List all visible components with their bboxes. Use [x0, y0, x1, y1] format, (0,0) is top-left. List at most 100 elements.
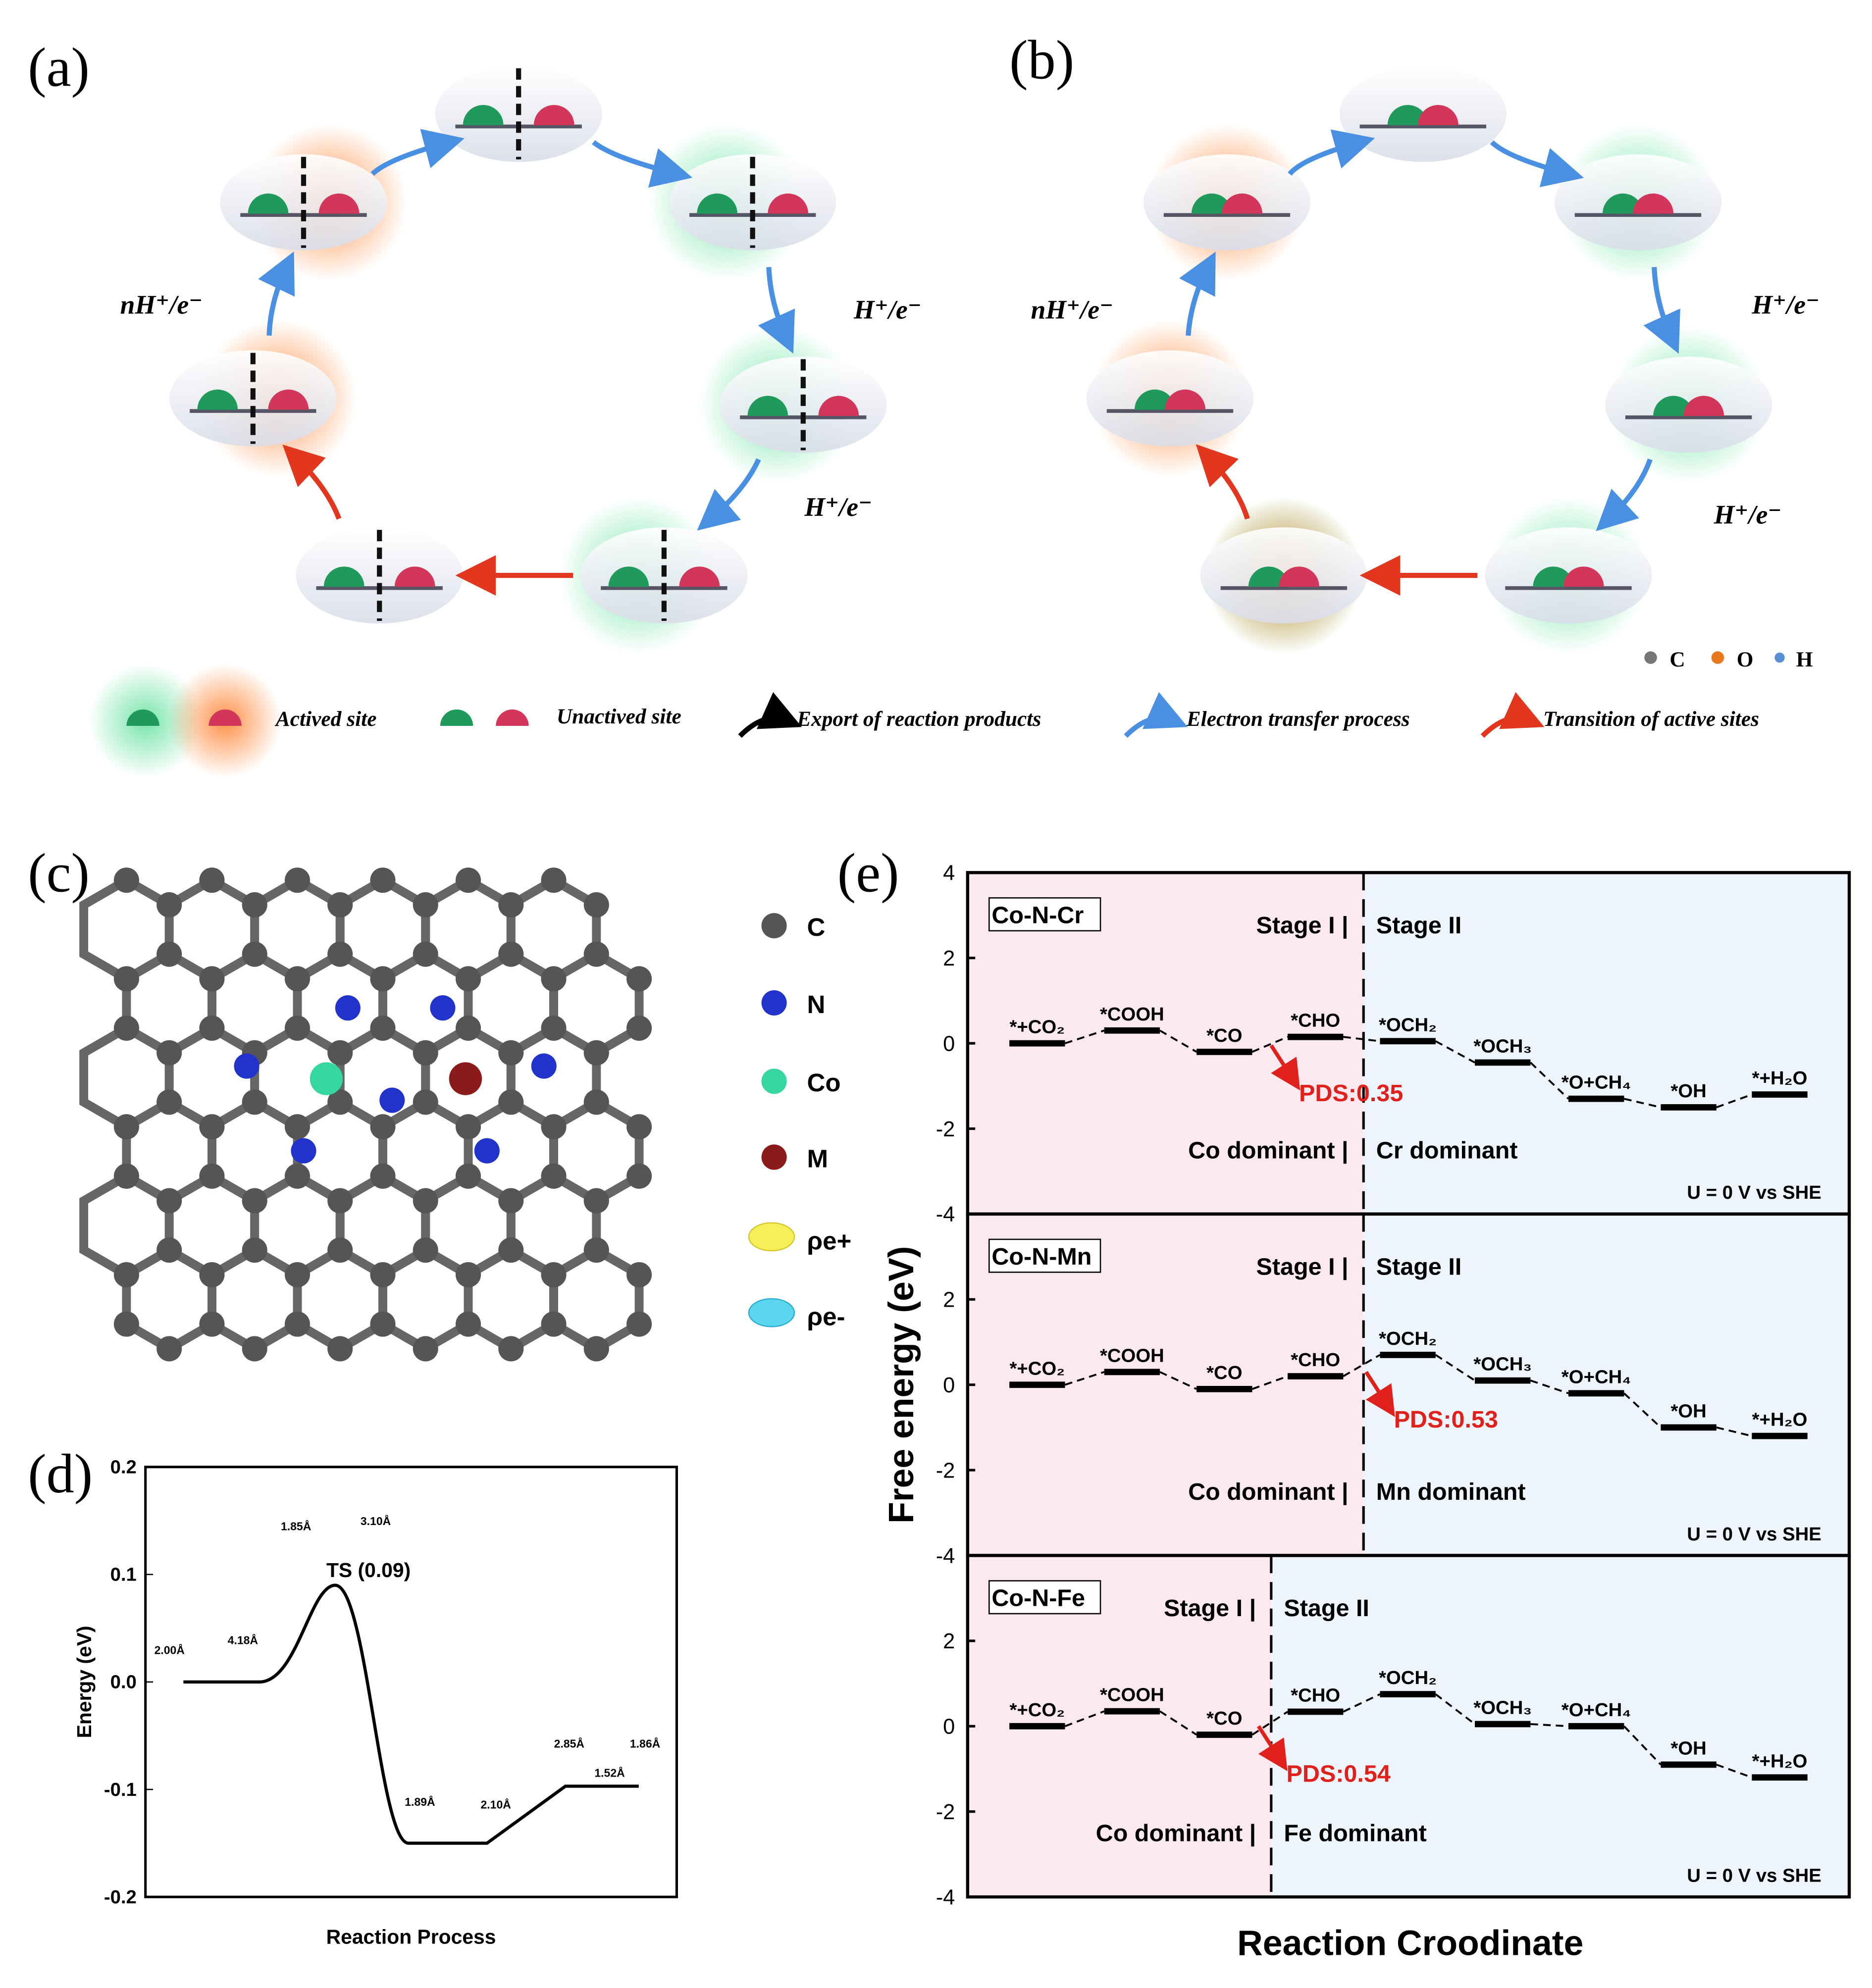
carbon-atom — [242, 1188, 267, 1214]
carbon-atom — [156, 892, 182, 918]
legend-label: Co — [807, 1069, 840, 1097]
atom-legend-label: O — [1737, 648, 1754, 671]
carbon-atom-icon — [1644, 651, 1657, 664]
metal-site-icon — [768, 193, 809, 214]
intermediate-label: *OCH₃ — [1473, 1354, 1532, 1375]
carbon-atom — [113, 1015, 139, 1041]
pds-arrow — [1257, 1725, 1288, 1772]
carbon-atom — [156, 1336, 182, 1362]
y-tick-label: -4 — [936, 1886, 955, 1909]
carbon-atom — [583, 1089, 609, 1115]
metal-site-icon — [208, 709, 242, 726]
co-site-icon — [1387, 105, 1428, 125]
co-site-icon — [248, 193, 289, 214]
carbon-atom — [370, 1114, 396, 1140]
carbon-ring — [464, 1245, 558, 1354]
bond-length-label: 1.89Å — [405, 1795, 435, 1808]
carbon-atom — [199, 966, 225, 992]
carbon-atom — [498, 892, 524, 918]
legend-label: ρe+ — [807, 1226, 851, 1255]
connector — [1435, 1040, 1475, 1064]
carbon-atom — [413, 1237, 438, 1263]
y-tick-label: -4 — [936, 1544, 955, 1568]
intermediate-label: *CO — [1206, 1708, 1242, 1729]
carbon-atom — [498, 1336, 524, 1362]
stage1-dominant-label: Co dominant | — [1096, 1820, 1256, 1847]
y-tick-label: 0.1 — [110, 1564, 137, 1585]
carbon-atom — [370, 1311, 396, 1337]
potential-label: U = 0 V vs SHE — [1687, 1524, 1821, 1545]
metal-site-icon — [1633, 193, 1674, 214]
intermediate-label: *OCH₂ — [1379, 1014, 1437, 1035]
carbon-atom — [626, 1163, 652, 1189]
carbon-atom — [541, 1262, 567, 1288]
transition-arrow-icon — [1480, 692, 1545, 738]
metal-site-icon — [1683, 396, 1724, 416]
co-site-icon — [1134, 389, 1175, 410]
electron-arrow-icon — [1124, 692, 1188, 738]
carbon-atom — [455, 867, 481, 893]
panel-label-c: (c) — [28, 843, 90, 904]
intermediate-label: *OH — [1670, 1400, 1706, 1422]
carbon-atom — [284, 1311, 310, 1337]
nitrogen-atom — [531, 1053, 557, 1079]
stage1-dominant-label: Co dominant | — [1188, 1478, 1349, 1505]
connector — [1623, 1725, 1662, 1766]
metal-atom — [449, 1062, 482, 1095]
carbon-atom — [583, 892, 609, 918]
stage1-label: Stage I | — [1256, 912, 1348, 939]
cycle-legend: Actived site Unactived site Export of re… — [88, 663, 1759, 778]
carbon-atom — [113, 1163, 139, 1189]
carbon-atom — [583, 1237, 609, 1263]
stage2-region — [1363, 1214, 1850, 1556]
carbon-atom — [199, 1114, 225, 1140]
transition-arrow — [1196, 444, 1250, 520]
free-energy-chart: Reaction Croodinate Free energy (eV) 4 2 0… — [882, 862, 1851, 1963]
y-tick-label: 0 — [943, 1374, 955, 1397]
carbon-atom — [156, 1237, 182, 1263]
atom-legend: C O H — [1644, 648, 1813, 671]
nitrogen-atom — [430, 995, 456, 1021]
y-tick-label: 0.2 — [110, 1456, 137, 1478]
carbon-atom-icon — [761, 913, 787, 939]
carbon-atom — [327, 1336, 353, 1362]
carbon-atom — [199, 1163, 225, 1189]
nitrogen-atom — [379, 1087, 405, 1113]
negative-density-icon — [748, 1298, 795, 1327]
intermediate-label: *+CO₂ — [1009, 1017, 1065, 1038]
carbon-atom — [541, 1163, 567, 1189]
bond-length-label: 1.85Å — [281, 1520, 311, 1532]
electron-arrow — [1643, 267, 1680, 354]
carbon-atom — [583, 1040, 609, 1066]
system-label: Co-N-Mn — [991, 1243, 1092, 1270]
intermediate-label: *CO — [1206, 1362, 1242, 1383]
carbon-atom — [455, 1311, 481, 1337]
carbon-atom — [541, 1015, 567, 1041]
co-site-icon — [1191, 193, 1232, 214]
carbon-atom — [498, 1188, 524, 1214]
intermediate-label: *+H₂O — [1752, 1409, 1808, 1430]
carbon-atom — [156, 1188, 182, 1214]
stage2-dominant-label: Fe dominant — [1284, 1820, 1426, 1847]
carbon-atom — [413, 1188, 438, 1214]
system-label: Co-N-Cr — [991, 902, 1084, 928]
potential-label: U = 0 V vs SHE — [1687, 1865, 1821, 1886]
stage2-region — [1363, 872, 1850, 1214]
y-tick-label: -0.2 — [104, 1886, 137, 1908]
electron-arrow — [697, 458, 761, 531]
co-site-icon — [608, 566, 649, 587]
bond-length-label: 2.10Å — [481, 1798, 511, 1811]
electron-arrow — [1490, 140, 1584, 188]
connector — [1343, 1354, 1381, 1377]
x-axis-label: Reaction Croodinate — [1237, 1924, 1583, 1963]
carbon-atom — [626, 1262, 652, 1288]
ts-annotation: TS (0.09) — [326, 1559, 411, 1581]
y-tick-label: 4 — [943, 862, 955, 885]
intermediate-label: *COOH — [1100, 1684, 1164, 1706]
co-site-icon — [463, 105, 504, 125]
connector — [1251, 1711, 1289, 1736]
electron-arrow — [1288, 129, 1375, 176]
metal-site-icon — [1418, 105, 1458, 125]
intermediate-label: *CO — [1206, 1025, 1242, 1046]
